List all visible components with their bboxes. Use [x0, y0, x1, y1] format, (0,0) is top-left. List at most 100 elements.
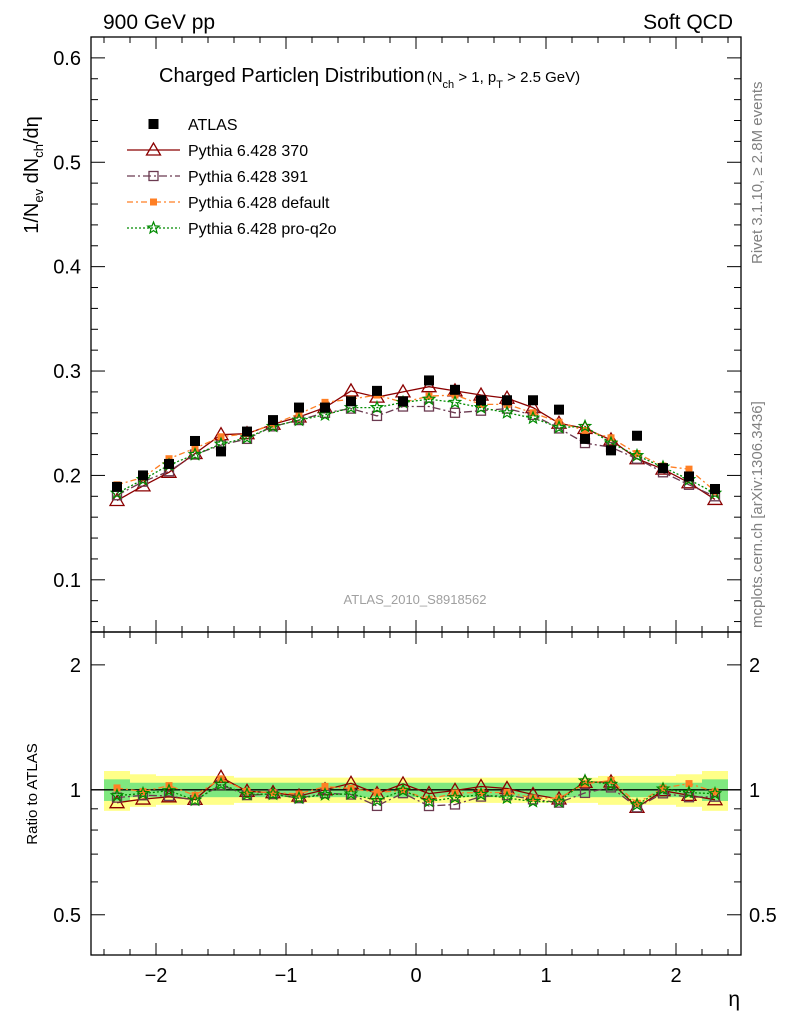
point-atlas	[268, 415, 278, 426]
ratio-point-pythia-pro-q2o	[395, 782, 411, 797]
point-atlas	[112, 481, 122, 492]
axis-ticks: −2 −1 0 1 2 0.1 0.2 0.3 0.4 0.5 0.6 0.5 0.5 1 1 2 2	[53, 37, 777, 987]
point-atlas	[554, 404, 564, 415]
point-atlas	[528, 395, 538, 406]
point-atlas	[606, 445, 616, 456]
ratio-point-pythia-pro-q2o	[317, 786, 333, 801]
y-label-sub2: ch	[31, 144, 46, 158]
point-atlas	[684, 471, 694, 482]
point-atlas	[190, 435, 200, 446]
legend: ATLAS Pythia 6.428 370 Pythia 6.428 391 Pyt…	[127, 117, 337, 238]
chart-title-cuts-sub2: T	[496, 79, 503, 91]
legend-marker	[148, 170, 159, 182]
legend-item-atlas: ATLAS	[148, 117, 238, 134]
ratio-point-pythia-default	[555, 794, 563, 802]
ratio-y-tick-label-right: 1	[749, 780, 760, 802]
point-pythia-default	[633, 450, 641, 457]
point-atlas	[372, 385, 382, 396]
ratio-point-pythia-pro-q2o	[343, 786, 359, 801]
series-line-pythia-391	[116, 405, 716, 497]
legend-marker	[145, 141, 162, 156]
ratio-point-pythia-391	[683, 792, 695, 803]
legend-item-pythia-370: Pythia 6.428 370	[127, 141, 308, 160]
point-pythia-pro-q2o	[291, 412, 307, 427]
point-atlas	[320, 402, 330, 413]
point-atlas	[424, 375, 434, 386]
header-left: 900 GeV pp	[103, 11, 215, 34]
ratio-point-pythia-default	[529, 794, 537, 802]
point-pythia-pro-q2o	[525, 410, 541, 425]
x-tick-label: 1	[540, 965, 551, 987]
series-line-pythia-pro-q2o	[116, 398, 716, 494]
header-right: Soft QCD	[643, 11, 733, 34]
ratio-point-pythia-default	[711, 788, 719, 796]
ratio-point-pythia-default	[659, 784, 667, 792]
ratio-point-pythia-default	[607, 776, 615, 784]
ratio-point-pythia-391	[371, 800, 383, 812]
ratio-point-pythia-default	[243, 787, 251, 795]
chart-title-main2: Distribution	[319, 65, 425, 87]
point-pythia-default	[425, 392, 433, 400]
ratio-point-pythia-default	[295, 790, 303, 798]
y-axis-label-main: 1/Nev dNch/dη	[21, 116, 46, 234]
ratio-point-pythia-pro-q2o	[603, 776, 619, 791]
ratio-series-pythia-pro-q2o	[109, 773, 723, 812]
ratio-point-pythia-pro-q2o	[681, 784, 697, 799]
point-pythia-pro-q2o	[187, 446, 203, 461]
point-atlas	[164, 458, 174, 469]
ratio-point-pythia-pro-q2o	[213, 776, 229, 791]
ratio-point-pythia-default	[477, 788, 485, 796]
ratio-point-pythia-pro-q2o	[577, 773, 593, 788]
point-atlas	[216, 446, 226, 457]
ratio-point-pythia-pro-q2o	[499, 790, 515, 805]
ratio-point-pythia-370	[680, 787, 698, 801]
analysis-id: ATLAS_2010_S8918562	[344, 592, 487, 607]
ratio-point-pythia-pro-q2o	[551, 794, 567, 809]
ratio-point-pythia-391	[111, 792, 123, 803]
point-atlas	[476, 395, 486, 406]
chart-title-main: Charged Particle	[159, 65, 308, 87]
point-pythia-default	[685, 465, 693, 473]
point-atlas	[632, 430, 642, 441]
legend-marker	[146, 220, 161, 235]
chart-title-cuts: (N	[427, 69, 443, 86]
x-tick-label: −2	[145, 965, 168, 987]
ratio-line-pythia-pro-q2o	[116, 780, 716, 806]
ratio-point-pythia-default	[113, 784, 121, 792]
x-tick-label: 0	[410, 965, 421, 987]
y-tick-label: 0.4	[53, 257, 81, 279]
legend-item-pythia-default: Pythia 6.428 default	[127, 195, 330, 212]
point-pythia-391	[371, 410, 383, 422]
point-pythia-391	[449, 407, 461, 418]
y-tick-label: 0.3	[53, 361, 81, 383]
y-axis-label-ratio: Ratio to ATLAS	[24, 743, 41, 844]
point-atlas	[398, 396, 408, 407]
ratio-point-pythia-pro-q2o	[525, 793, 541, 808]
legend-marker	[148, 119, 159, 129]
ratio-point-pythia-pro-q2o	[369, 792, 385, 807]
y-label-part1: 1/N	[21, 203, 43, 234]
series-pythia-default	[113, 391, 719, 495]
ratio-point-pythia-default	[139, 788, 147, 796]
main-series	[108, 375, 724, 507]
ratio-y-tick-label-right: 0.5	[749, 905, 777, 927]
series-pythia-370	[108, 378, 724, 507]
ratio-point-pythia-391	[163, 790, 175, 802]
legend-label: Pythia 6.428 default	[188, 195, 330, 212]
point-pythia-pro-q2o	[317, 407, 333, 422]
ratio-point-pythia-pro-q2o	[239, 786, 255, 801]
chart-title: Charged Particleη Distribution (Nch > 1, …	[159, 65, 580, 91]
point-pythia-pro-q2o	[369, 399, 385, 414]
point-atlas	[242, 426, 252, 437]
point-pythia-pro-q2o	[447, 394, 463, 409]
y-tick-label: 0.2	[53, 465, 81, 487]
point-atlas	[580, 433, 590, 444]
ratio-y-tick-label-left: 0.5	[53, 905, 81, 927]
ratio-series	[108, 769, 724, 813]
ratio-point-pythia-pro-q2o	[447, 790, 463, 804]
ratio-point-pythia-pro-q2o	[187, 792, 203, 807]
ratio-point-pythia-pro-q2o	[109, 787, 125, 802]
point-atlas	[502, 395, 512, 406]
y-tick-label: 0.5	[53, 152, 81, 174]
